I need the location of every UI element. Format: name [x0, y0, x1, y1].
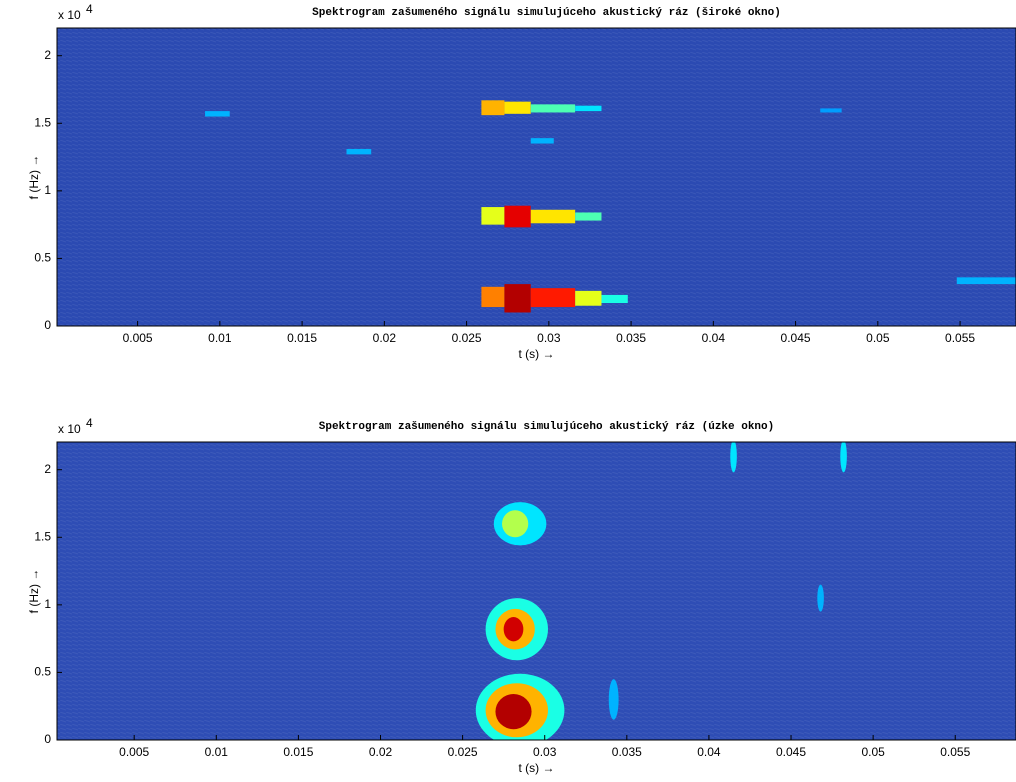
x-tick-label: 0.025: [448, 745, 478, 759]
y-multiplier: x 10: [58, 8, 81, 22]
plot-frame: [56, 441, 1016, 741]
spectral-cell: [481, 100, 505, 116]
x-tick-label: 0.05: [861, 745, 885, 759]
spectral-cell: [346, 148, 372, 155]
y-tick-label: 0: [44, 732, 51, 746]
chart-title: Spektrogram zašumeného signálu simulujúc…: [319, 421, 774, 433]
x-tick-label: 0.03: [533, 745, 557, 759]
plot-area: [475, 442, 847, 740]
spectral-cell: [530, 104, 576, 113]
spectral-cell: [530, 288, 576, 308]
x-tick-label: 0.025: [452, 331, 482, 345]
spectral-blob: [840, 442, 847, 473]
y-tick-label: 0.5: [34, 251, 51, 265]
plot-frame: [56, 27, 1016, 327]
x-tick-label: 0.01: [205, 745, 229, 759]
x-tick-label: 0.03: [537, 331, 561, 345]
x-tick-label: 0.04: [702, 331, 726, 345]
x-axis-label: t (s) →: [519, 761, 555, 775]
noise-texture: [57, 28, 1016, 326]
y-tick-label: 1.5: [34, 529, 51, 543]
x-tick-label: 0.015: [287, 331, 317, 345]
spectral-cell: [504, 205, 531, 228]
x-tick-label: 0.02: [373, 331, 397, 345]
x-tick-label: 0.02: [369, 745, 393, 759]
spectral-cell: [530, 209, 576, 224]
x-tick-label: 0.035: [616, 331, 646, 345]
spectral-cell: [575, 212, 602, 221]
spectral-cell: [575, 290, 602, 306]
x-tick-label: 0.015: [283, 745, 313, 759]
y-tick-label: 1: [44, 597, 51, 611]
x-tick-label: 0.055: [945, 331, 975, 345]
x-tick-label: 0.05: [866, 331, 890, 345]
chart: 0.005 0.01 0.015 0.02 0.025 0.03 0.035 0.04 0.04…: [27, 2, 1016, 361]
x-axis-label: t (s) →: [519, 347, 555, 361]
spectral-cell: [575, 105, 602, 112]
chart-title: Spektrogram zašumeného signálu simulujúc…: [312, 7, 781, 19]
x-tick-label: 0.055: [940, 745, 970, 759]
spectral-cell: [504, 284, 531, 313]
x-tick-label: 0.01: [208, 331, 232, 345]
spectral-cell: [956, 277, 1016, 285]
chart: 0.005 0.01 0.015 0.02 0.025 0.03 0.035 0.04 0.04…: [27, 416, 1016, 775]
spectral-blob: [495, 694, 532, 730]
x-tick-label: 0.005: [123, 331, 153, 345]
spectral-cell: [205, 111, 230, 117]
spectral-cell: [504, 101, 531, 114]
y-axis-label: f (Hz) →: [27, 569, 41, 614]
y-multiplier-power: 4: [86, 2, 93, 16]
y-tick-label: 1: [44, 183, 51, 197]
y-tick-label: 2: [44, 48, 51, 62]
y-tick-label: 1.5: [34, 115, 51, 129]
x-tick-label: 0.045: [781, 331, 811, 345]
spectral-blob: [502, 510, 529, 538]
plot-area: [205, 100, 1016, 313]
spectral-blob: [817, 584, 824, 612]
y-tick-label: 0: [44, 318, 51, 332]
spectral-blob: [503, 617, 524, 642]
y-tick-label: 0.5: [34, 665, 51, 679]
y-multiplier: x 10: [58, 422, 81, 436]
spectral-cell: [481, 207, 505, 225]
spectral-blob: [730, 442, 737, 473]
x-tick-label: 0.045: [776, 745, 806, 759]
spectral-blob: [608, 679, 619, 720]
y-axis-label: f (Hz) →: [27, 155, 41, 200]
spectral-cell: [481, 286, 505, 308]
y-multiplier-power: 4: [86, 416, 93, 430]
spectral-cell: [601, 294, 628, 304]
x-tick-label: 0.04: [697, 745, 721, 759]
y-tick-label: 2: [44, 462, 51, 476]
x-tick-label: 0.035: [612, 745, 642, 759]
spectral-cell: [530, 138, 554, 144]
x-tick-label: 0.005: [119, 745, 149, 759]
spectral-cell: [820, 108, 842, 113]
